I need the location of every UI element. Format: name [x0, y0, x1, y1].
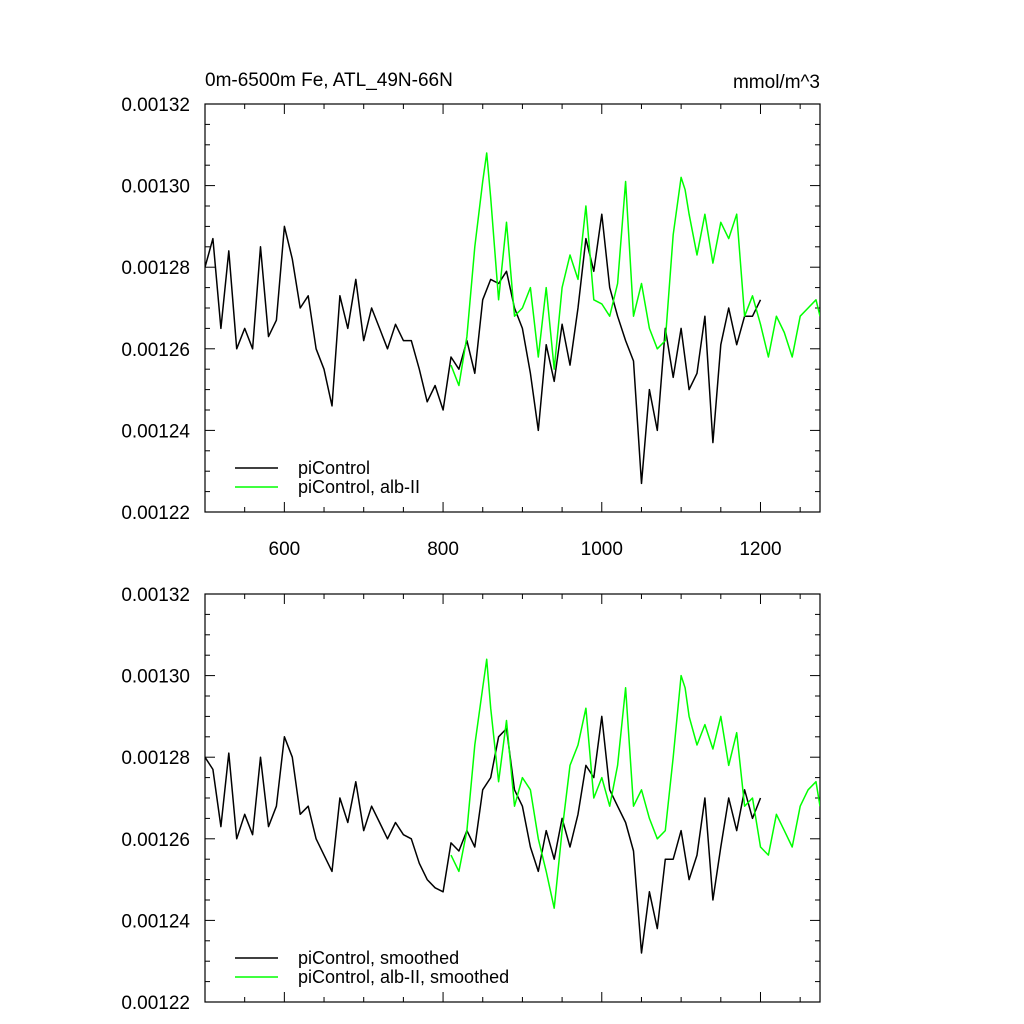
series-line-1 — [450, 152, 820, 387]
y-tick-label: 0.00126 — [121, 340, 190, 361]
y-tick-label: 0.00132 — [121, 95, 190, 116]
y-tick-label: 0.00122 — [121, 503, 190, 524]
y-tick-label: 0.00122 — [121, 993, 190, 1014]
x-tick-label: 1000 — [581, 539, 623, 560]
y-tick-label: 0.00128 — [121, 748, 190, 769]
series-line-1 — [450, 658, 820, 909]
x-tick-label: 1200 — [739, 539, 781, 560]
y-tick-label: 0.00124 — [121, 421, 190, 442]
legend-label-1: piControl, alb-II — [298, 477, 420, 497]
y-tick-label: 0.00130 — [121, 177, 190, 198]
y-tick-label: 0.00128 — [121, 258, 190, 279]
series-line-0 — [205, 213, 762, 485]
bottom-panel: 0.00122 0.00124 0.00126 0.00128 0.00130 0.001… — [121, 585, 821, 1014]
chart-title: 0m-6500m Fe, ATL_49N-66N — [205, 70, 453, 91]
y-tick-label: 0.00126 — [121, 830, 190, 851]
legend-label-1: piControl, alb-II, smoothed — [298, 967, 509, 987]
plot-frame — [204, 103, 821, 513]
top-panel: 0.00122 0.00124 0.00126 0.00128 0.00130 0.001… — [121, 95, 821, 560]
y-tick-label: 0.00132 — [121, 585, 190, 606]
series-line-0 — [205, 715, 762, 954]
x-tick-label: 800 — [427, 539, 459, 560]
legend-label-0: piControl — [298, 458, 370, 478]
legend-label-0: piControl, smoothed — [298, 948, 459, 968]
y-tick-label: 0.00130 — [121, 667, 190, 688]
y-tick-label: 0.00124 — [121, 911, 190, 932]
x-tick-label: 600 — [269, 539, 301, 560]
units-label: mmol/m^3 — [733, 72, 820, 93]
